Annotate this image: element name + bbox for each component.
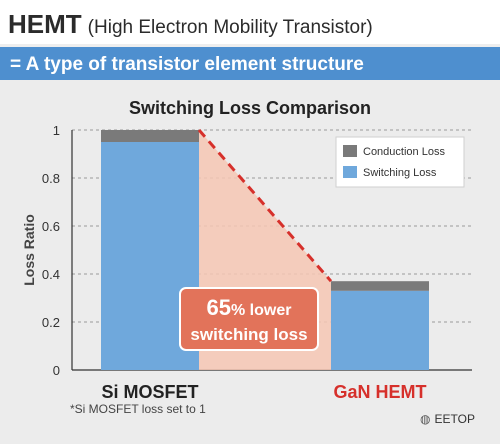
subtitle: = A type of transistor element structure bbox=[10, 54, 364, 75]
watermark-text: EETOP bbox=[434, 412, 475, 426]
legend-label: Switching Loss bbox=[363, 167, 437, 179]
callout-value: 65 bbox=[207, 295, 231, 320]
y-tick-label: 0.8 bbox=[42, 171, 60, 186]
legend: Conduction Loss Switching Loss bbox=[335, 136, 465, 188]
legend-box bbox=[335, 136, 465, 188]
x-labels: Si MOSFET GaN HEMT bbox=[101, 382, 426, 402]
page-title: HEMT (High Electron Mobility Transistor) bbox=[8, 9, 373, 40]
callout-unit: % lower bbox=[231, 302, 291, 319]
wechat-icon: ◍ bbox=[420, 412, 431, 426]
callout: 65% lower switching loss bbox=[179, 287, 319, 351]
y-tick-label: 0 bbox=[53, 363, 60, 378]
footnote: *Si MOSFET loss set to 1 bbox=[70, 402, 206, 416]
dashed-trend-line bbox=[197, 129, 333, 283]
subtitle-bar: = A type of transistor element structure bbox=[0, 47, 500, 80]
x-tick-label: Si MOSFET bbox=[101, 382, 198, 402]
bar-switching-loss bbox=[331, 290, 429, 370]
legend-swatch bbox=[343, 145, 357, 157]
callout-box bbox=[179, 287, 319, 351]
y-tick-label: 1 bbox=[53, 123, 60, 138]
watermark: ◍ EETOP bbox=[420, 412, 475, 426]
y-tick-label: 0.6 bbox=[42, 219, 60, 234]
y-tick-label: 0.2 bbox=[42, 315, 60, 330]
bar-conduction-loss bbox=[101, 130, 199, 142]
header: HEMT (High Electron Mobility Transistor) bbox=[0, 0, 500, 44]
title-main: HEMT bbox=[8, 9, 82, 39]
callout-line2: switching loss bbox=[190, 325, 307, 344]
x-tick-label: GaN HEMT bbox=[333, 382, 426, 402]
y-axis-label: Loss Ratio bbox=[21, 214, 37, 286]
legend-label: Conduction Loss bbox=[363, 146, 445, 158]
chart-title: Switching Loss Comparison bbox=[129, 98, 371, 118]
bar-conduction-loss bbox=[331, 281, 429, 291]
callout-line1: 65% lower bbox=[207, 295, 292, 320]
y-ticks: 0 0.2 0.4 0.6 0.8 1 bbox=[42, 123, 60, 378]
title-paren: (High Electron Mobility Transistor) bbox=[87, 17, 373, 38]
y-tick-label: 0.4 bbox=[42, 267, 60, 282]
legend-swatch bbox=[343, 166, 357, 178]
